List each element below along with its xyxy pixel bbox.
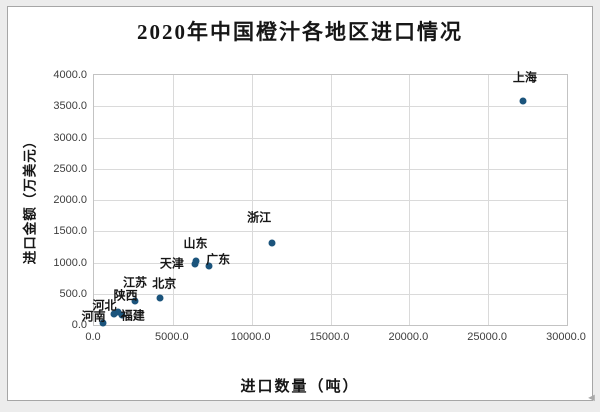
label-hebei: 河北: [92, 298, 117, 313]
point-beijing: [156, 294, 164, 302]
plot-area: 上海浙江山东天津 广东北京 江苏 陕西福建 河北 河南: [82, 71, 568, 327]
label-shandong: 山东: [183, 236, 208, 251]
y-gridline: [94, 106, 567, 108]
point-shanghai: [519, 97, 527, 105]
y-tick-label: 4000.0: [53, 69, 87, 81]
point-hebei: [110, 310, 118, 318]
y-tick-label: 1500.0: [53, 225, 87, 238]
label-guangdong: 广东: [206, 252, 231, 267]
label-shaanxi: 陕西: [113, 288, 138, 303]
x-axis-title: 进口数量（吨）: [240, 378, 360, 395]
point-zhejiang: [268, 239, 276, 246]
label-beijing: 北京: [152, 276, 177, 291]
y-tick-label: 3000.0: [53, 131, 87, 144]
y-gridline: [94, 137, 567, 139]
y-gridline: [94, 231, 567, 233]
point-tianjin: [191, 260, 199, 268]
x-tick-label: 25000.0: [467, 331, 508, 343]
point-fujian: [118, 311, 126, 319]
label-fujian: 福建: [120, 308, 145, 323]
y-tick-label: 0.0: [71, 319, 87, 331]
y-tick-label: 500.0: [59, 287, 87, 300]
chart-title: 2020年中国橙汁各地区进口情况: [137, 20, 463, 44]
chart-frame: 2020年中国橙汁各地区进口情况 进口金额（万美元） 上海 浙江 山东 天津 广东 北京江…: [7, 6, 597, 404]
y-gridline: [94, 262, 567, 264]
x-tick-label: 30000.0: [546, 331, 586, 343]
x-tick-label: 5000.0: [155, 331, 189, 343]
label-henan: 河南: [81, 309, 106, 324]
y-gridline: [94, 168, 567, 170]
y-gridline: [94, 200, 567, 201]
label-zhejiang: 浙江: [247, 210, 272, 224]
x-tick-label: 15000.0: [309, 331, 350, 343]
y-tick-label: 3500.0: [53, 100, 87, 113]
y-tick-label: 1000.0: [53, 256, 87, 269]
x-tick-label: 10000.0: [230, 331, 271, 343]
x-tick-label: 0.0: [85, 331, 101, 343]
label-jiangsu: 江苏: [122, 275, 147, 290]
y-tick-label: 2500.0: [53, 162, 87, 175]
label-shanghai: 上海: [512, 70, 537, 85]
y-tick-label: 2000.0: [53, 194, 87, 206]
point-henan: [99, 319, 107, 327]
y-gridline: [94, 293, 567, 295]
label-tianjin: 天津: [159, 256, 184, 271]
point-jiangsu: [131, 297, 139, 305]
point-guangdong: [205, 262, 213, 270]
mouse-cursor-icon: ◄: [586, 392, 597, 404]
x-tick-label: 20000.0: [388, 331, 429, 343]
